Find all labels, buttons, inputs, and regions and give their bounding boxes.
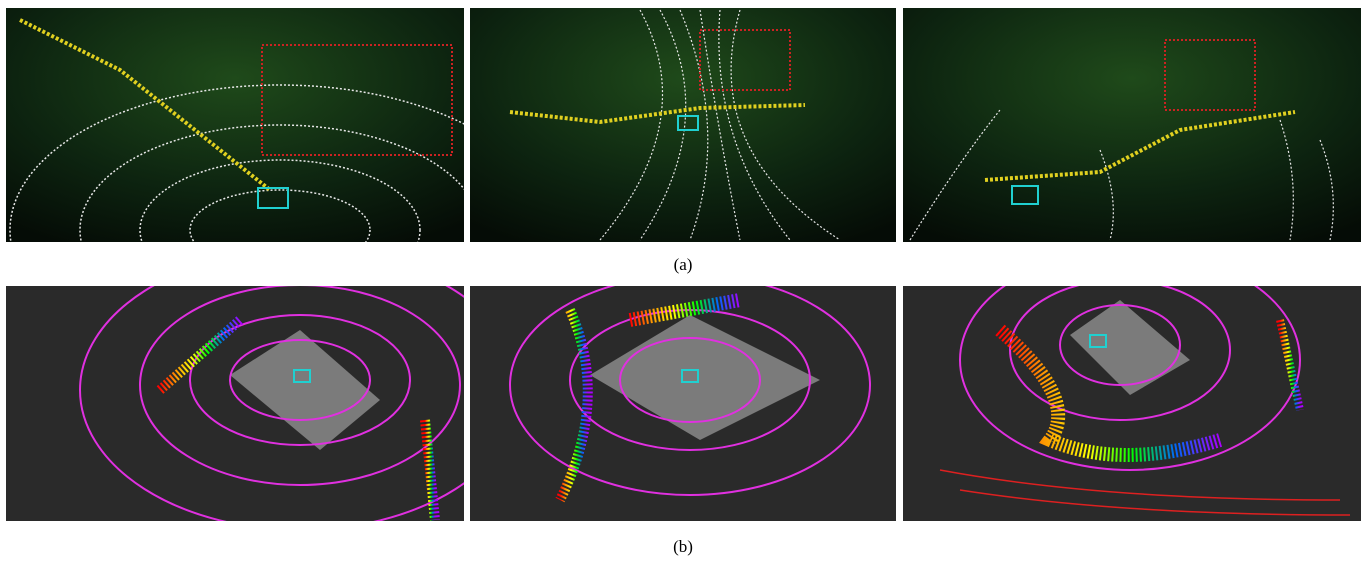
panel-b1	[6, 250, 520, 530]
caption: (a)	[674, 255, 693, 274]
panel-b3	[903, 250, 1361, 521]
panel-a2	[470, 8, 896, 242]
panel-a3	[903, 8, 1361, 242]
caption: (b)	[673, 537, 693, 556]
figure: (a) (b)	[0, 0, 1366, 562]
panel-b2	[470, 275, 896, 521]
